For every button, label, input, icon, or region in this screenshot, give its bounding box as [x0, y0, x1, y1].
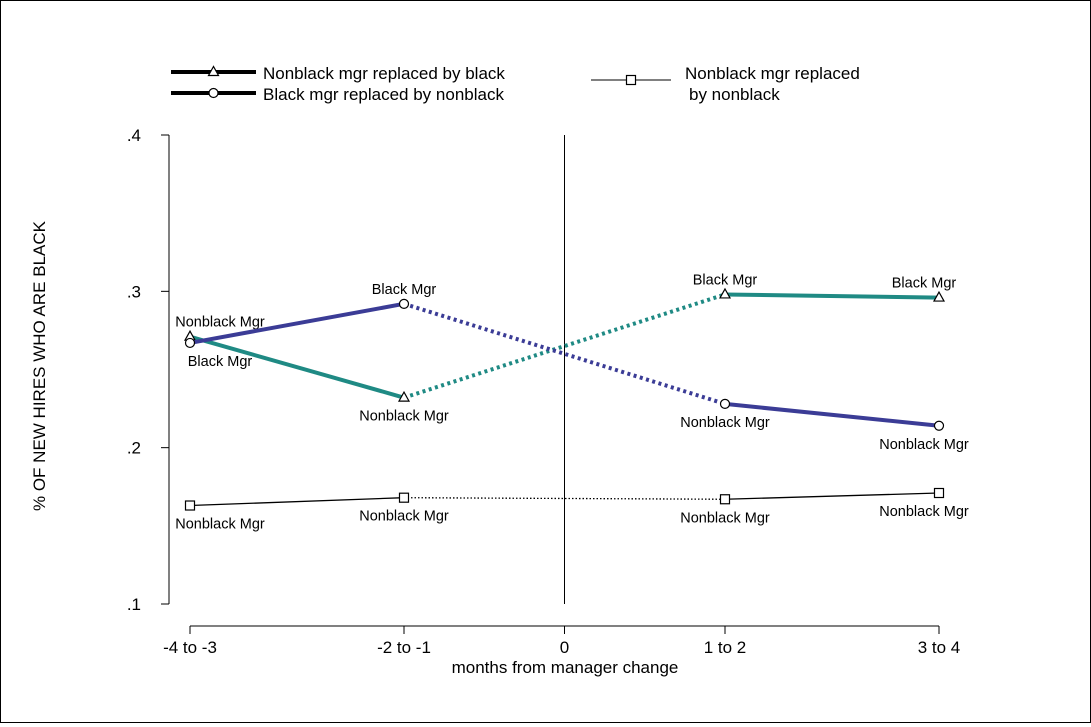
axes: .1 .2 .3 .4 -4 to -3 -2 to -1 0 1 to 2 3 to 4	[127, 126, 960, 657]
series-line-transition	[403, 292, 726, 400]
legend-item-2: Black mgr replaced by nonblack	[171, 85, 504, 104]
data-label: Nonblack Mgr	[175, 315, 265, 331]
series-line-post	[724, 401, 940, 428]
series-1: Nonblack Mgr Nonblack Mgr Black Mgr Black M…	[175, 272, 956, 424]
y-tick-label: .2	[127, 439, 141, 458]
data-label: Nonblack Mgr	[879, 437, 969, 453]
data-label: Nonblack Mgr	[359, 409, 449, 425]
legend-marker	[207, 65, 220, 77]
legend-marker	[208, 87, 219, 99]
data-point	[398, 298, 410, 309]
data-point	[184, 337, 196, 349]
x-tick-label: -2 to -1	[377, 638, 431, 657]
data-label: Black Mgr	[892, 276, 957, 292]
legend-marker	[625, 74, 637, 86]
data-point	[719, 494, 731, 505]
data-label: Nonblack Mgr	[680, 510, 770, 526]
data-point	[719, 398, 731, 409]
x-tick-label: 1 to 2	[704, 638, 747, 657]
data-point	[184, 500, 196, 511]
series-line-pre	[189, 497, 405, 507]
y-tick-label: .1	[127, 595, 141, 614]
y-axis-label: % OF NEW HIRES WHO ARE BLACK	[30, 220, 49, 511]
series-3: Nonblack Mgr Nonblack Mgr Nonblack Mgr Nonb…	[175, 487, 969, 533]
series-line-post	[724, 292, 940, 300]
y-tick-label: .3	[127, 282, 141, 301]
data-label: Nonblack Mgr	[680, 415, 770, 431]
data-point	[398, 492, 410, 503]
x-axis-label: months from manager change	[452, 658, 679, 677]
data-label: Nonblack Mgr	[359, 509, 449, 525]
x-tick-label: -4 to -3	[163, 638, 217, 657]
y-tick-label: .4	[127, 126, 141, 145]
legend-item-3: Nonblack mgr replaced by nonblack	[591, 64, 860, 104]
legend-label: Nonblack mgr replaced by black	[263, 64, 505, 83]
data-point	[397, 390, 411, 402]
series-line-post	[724, 492, 940, 500]
series-line-pre	[189, 301, 405, 345]
series-line-transition	[403, 497, 726, 500]
data-point	[933, 487, 945, 499]
data-label: Nonblack Mgr	[879, 504, 969, 520]
data-point	[933, 420, 945, 431]
series-line-pre	[189, 334, 405, 400]
legend-label: Black mgr replaced by nonblack	[263, 85, 504, 104]
legend-label: by nonblack	[689, 85, 780, 104]
data-label: Black Mgr	[372, 282, 437, 298]
data-label: Black Mgr	[188, 354, 253, 370]
legend-item-1: Nonblack mgr replaced by black	[171, 64, 505, 83]
series-2: Black Mgr Black Mgr Nonblack Mgr Nonblack M…	[184, 282, 969, 453]
legend-label: Nonblack mgr replaced	[685, 64, 860, 83]
x-tick-label: 3 to 4	[918, 638, 961, 657]
x-tick-label: 0	[560, 638, 569, 657]
data-label: Nonblack Mgr	[175, 517, 265, 533]
series-line-transition	[403, 301, 726, 406]
data-point	[718, 287, 732, 299]
data-point	[932, 290, 946, 302]
data-label: Black Mgr	[693, 272, 758, 288]
legend: Nonblack mgr replaced by black Black mgr …	[171, 64, 860, 104]
